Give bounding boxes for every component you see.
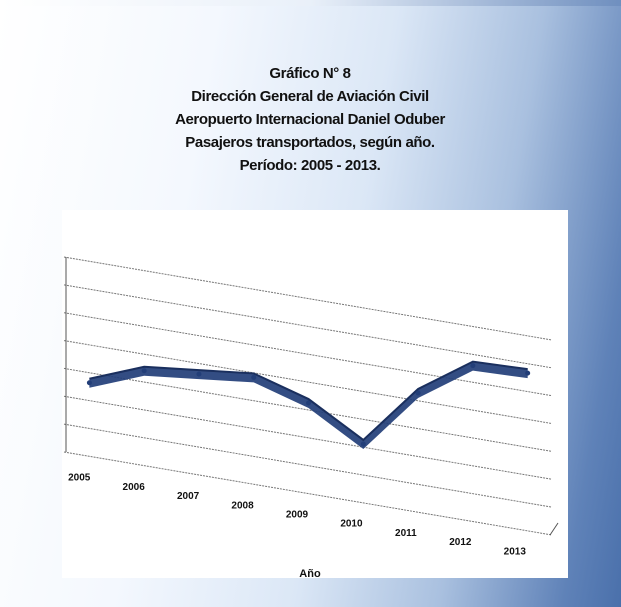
- chart-institution-title: Dirección General de Aviación Civil: [191, 88, 429, 105]
- chart-main-title: Pasajeros transportados, según año.: [185, 134, 435, 151]
- floor-edge-line: [549, 522, 559, 536]
- frame-top-border: [0, 0, 621, 6]
- x-tick-label: 2011: [395, 528, 417, 539]
- gridline: [63, 367, 553, 452]
- x-tick-label: 2012: [449, 537, 472, 548]
- gridline: [63, 423, 553, 508]
- gridline: [63, 451, 553, 536]
- data-point: [306, 400, 312, 406]
- data-point: [141, 368, 147, 374]
- chart-airport-title: Aeropuerto Internacional Daniel Oduber: [175, 111, 445, 128]
- data-point: [415, 390, 421, 396]
- chart-period-title: Período: 2005 - 2013.: [239, 157, 381, 174]
- gridlines: [63, 256, 559, 536]
- data-point: [251, 374, 257, 380]
- data-point: [196, 371, 202, 377]
- data-point: [525, 370, 531, 376]
- x-axis-ticks: 2005 2006 2007 2008 2009 2010 2011 2012 2013: [68, 473, 526, 558]
- chart-title-block: Gráfico N° 8 Dirección General de Aviaci…: [60, 62, 560, 177]
- x-tick-label: 2007: [177, 491, 200, 502]
- x-tick-label: 2008: [231, 500, 254, 511]
- data-point: [360, 441, 366, 447]
- gridline: [63, 256, 553, 341]
- series-line: [89, 360, 528, 442]
- data-point: [470, 363, 476, 369]
- chart-svg: 0100.000200.000300.000400.000500.000600.…: [63, 256, 559, 578]
- x-tick-label: 2005: [68, 473, 91, 484]
- chart-number-title: Gráfico N° 8: [269, 65, 351, 82]
- gridline: [63, 284, 553, 369]
- plot-area: 0100.000200.000300.000400.000500.000600.…: [62, 210, 568, 578]
- x-axis-label: Año: [299, 568, 321, 578]
- x-tick-label: 2010: [340, 519, 363, 530]
- data-point: [86, 380, 92, 386]
- gridline: [63, 395, 553, 480]
- x-tick-label: 2006: [123, 482, 146, 493]
- x-tick-label: 2009: [286, 510, 309, 521]
- gridline: [63, 340, 553, 425]
- x-tick-label: 2013: [504, 546, 527, 557]
- series-line-group: [86, 360, 531, 449]
- gridline: [63, 312, 553, 397]
